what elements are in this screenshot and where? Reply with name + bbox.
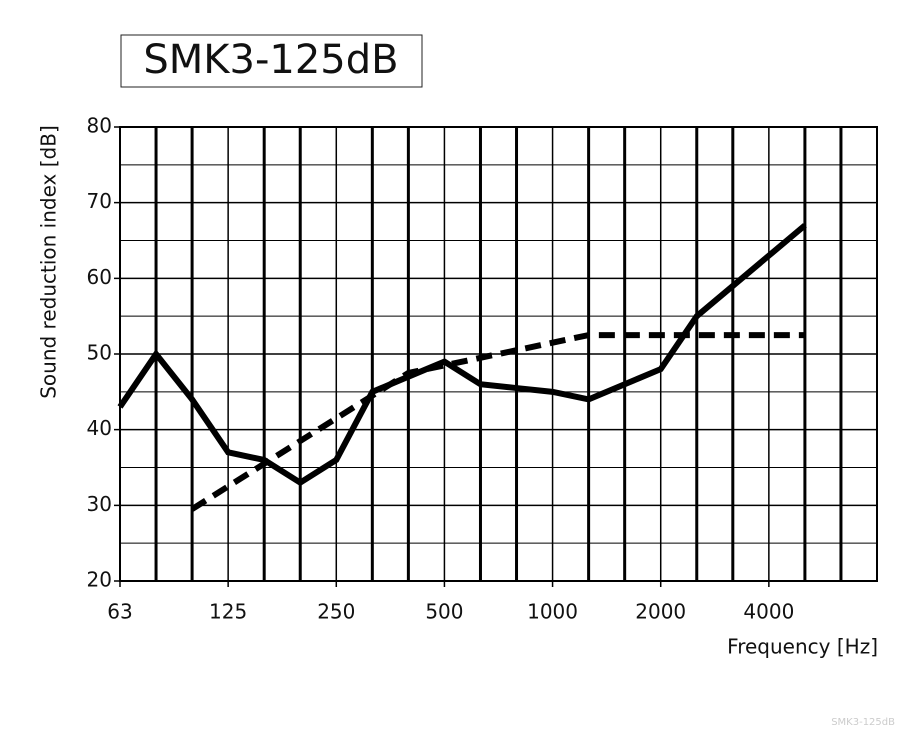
data-line [117,223,807,487]
x-axis-label: Frequency [Hz] [727,635,878,659]
x-tick-label: 125 [209,600,247,624]
x-tick-label: 500 [425,600,463,624]
x-tick-label: 4000 [743,600,794,624]
title-box [120,34,423,88]
y-tick-label: 40 [87,416,112,440]
y-tick-label: 80 [87,114,112,138]
y-tick-label: 50 [87,341,112,365]
x-tick-label: 1000 [527,600,578,624]
y-axis-label: Sound reduction index [dB] [37,125,61,399]
y-tick-label: 60 [87,265,112,289]
y-tick-label: 70 [87,189,112,213]
x-tick-label: 250 [317,600,355,624]
plot-frame [119,126,878,582]
x-tick-label: 63 [107,600,132,624]
x-tick-label: 2000 [635,600,686,624]
y-tick-label: 20 [87,568,112,592]
watermark: SMK3-125dB [831,717,895,728]
reference-line [190,332,805,512]
y-tick-label: 30 [87,492,112,516]
chart-title: SMK3-125dB [143,37,398,83]
